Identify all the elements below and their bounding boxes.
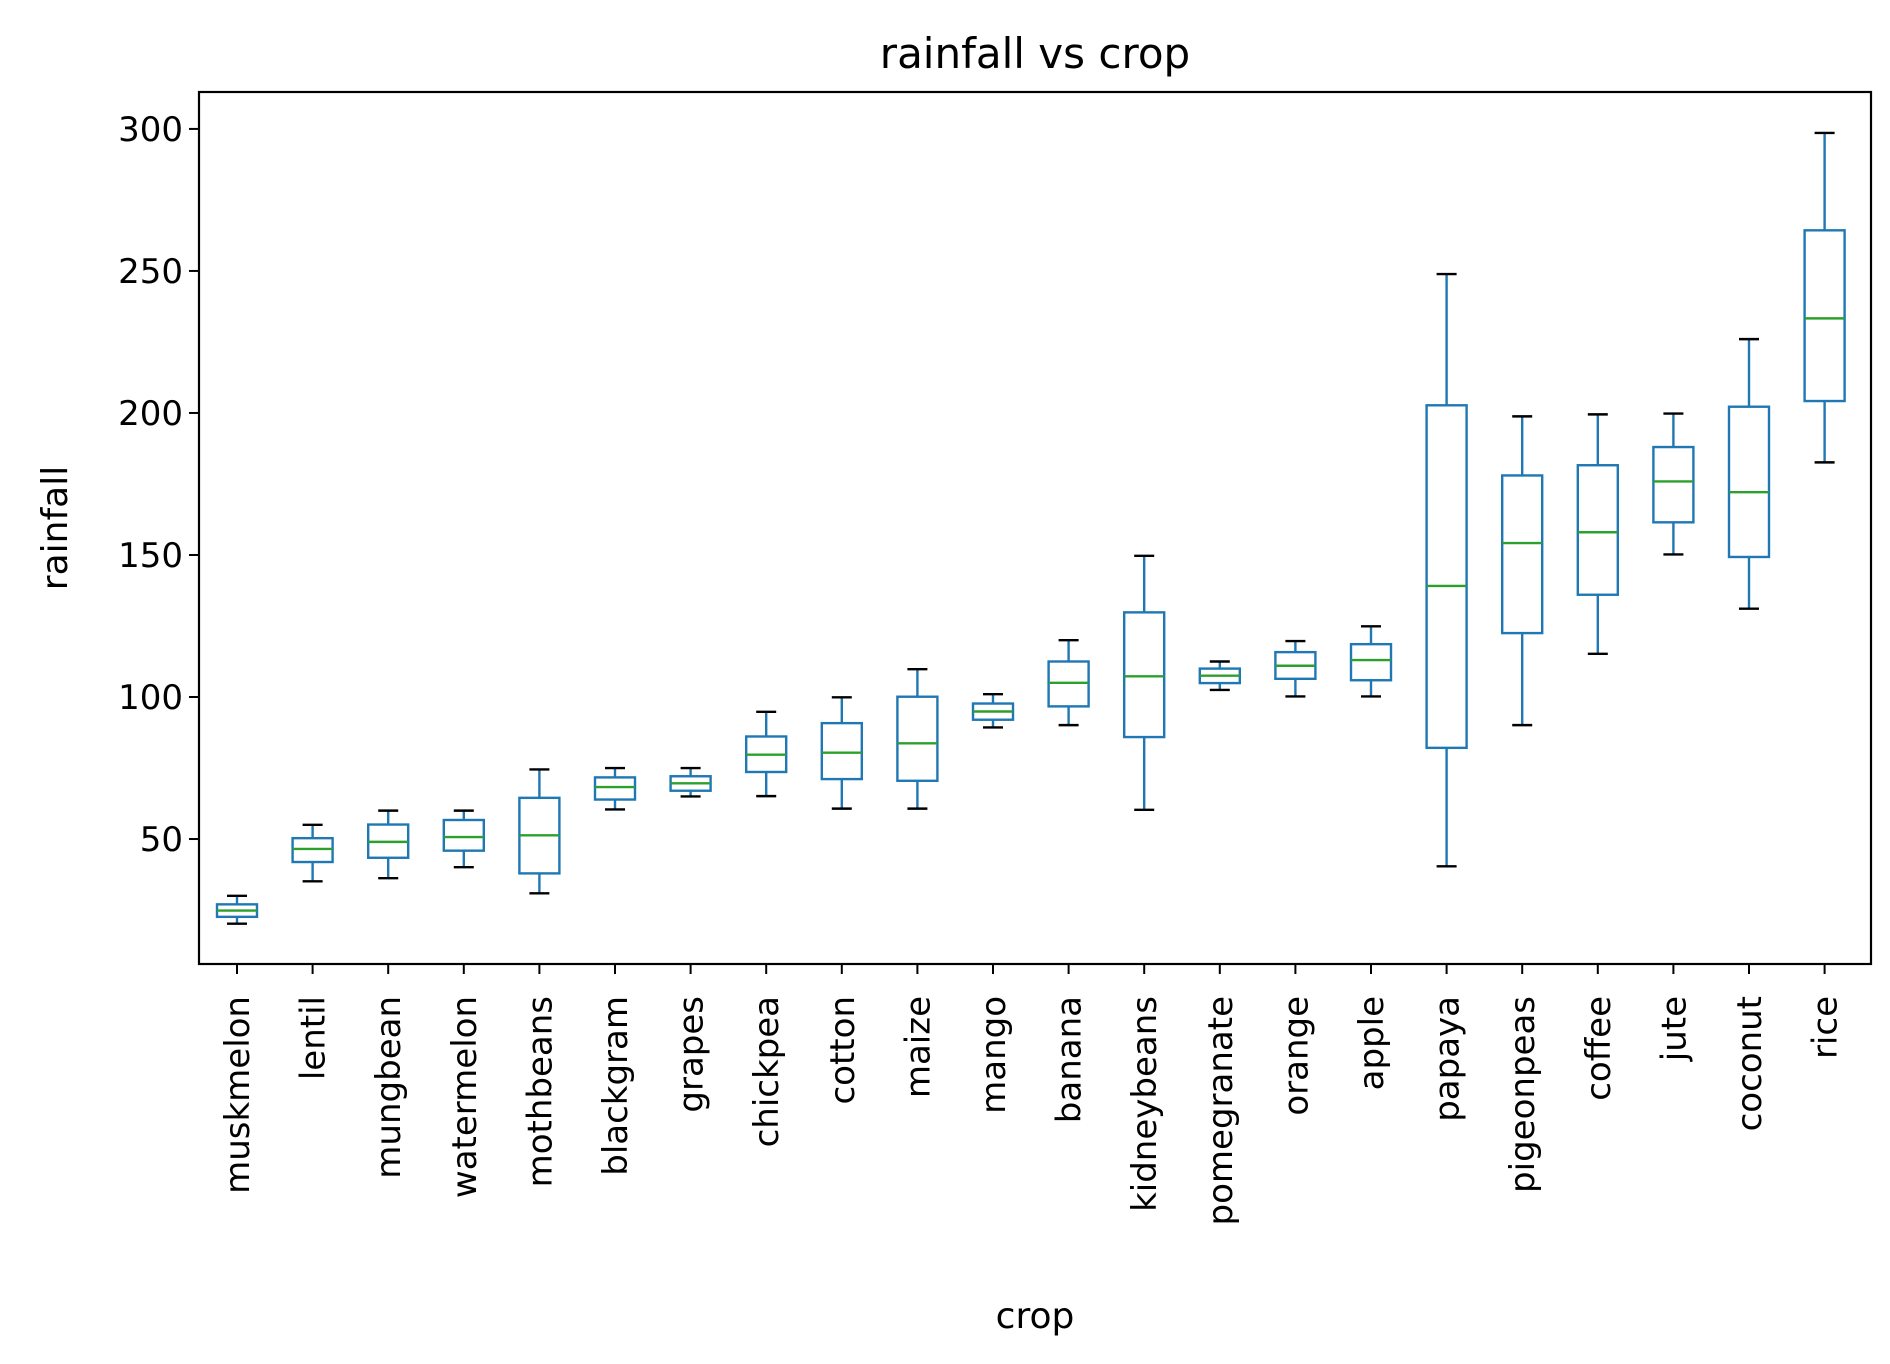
x-tick-label: mungbean <box>369 996 409 1179</box>
x-tick-label: papaya <box>1428 996 1468 1122</box>
box-maize <box>896 667 939 810</box>
x-axis: muskmelon lentil mungbean watermelon mothbea… <box>218 964 1846 1225</box>
box-chickpea <box>745 710 788 798</box>
y-tick-label: 150 <box>118 536 183 576</box>
x-tick-label: maize <box>898 996 938 1098</box>
x-tick-label: rice <box>1806 996 1846 1059</box>
box-lentil <box>291 823 334 883</box>
x-tick-label: pigeonpeas <box>1503 996 1543 1193</box>
x-tick-label: lentil <box>294 996 334 1080</box>
plot-layer <box>215 131 1846 925</box>
iqr-box <box>896 695 939 782</box>
box-muskmelon <box>215 894 259 925</box>
iqr-box <box>1122 611 1166 739</box>
iqr-box <box>1727 405 1771 559</box>
y-axis: 50 100 150 200 250 300 <box>118 110 199 860</box>
x-tick-label: grapes <box>672 996 712 1113</box>
x-tick-label: pomegranate <box>1201 996 1241 1225</box>
x-tick-label: jute <box>1654 996 1694 1062</box>
box-banana <box>1047 638 1090 727</box>
x-tick-label: kidneybeans <box>1125 996 1165 1212</box>
box-kidneybeans <box>1122 554 1166 811</box>
iqr-box <box>1576 464 1620 596</box>
box-mungbean <box>367 809 410 880</box>
plot-frame <box>197 90 1873 966</box>
y-tick-label: 50 <box>140 820 183 860</box>
x-axis-label: crop <box>996 1296 1075 1337</box>
iqr-box <box>593 776 637 801</box>
iqr-box <box>442 818 485 852</box>
box-orange <box>1274 639 1317 698</box>
box-cotton <box>820 696 863 810</box>
box-pigeonpeas <box>1500 415 1544 727</box>
box-jute <box>1652 412 1695 556</box>
x-tick-label: chickpea <box>747 996 787 1147</box>
box-grapes <box>669 766 712 798</box>
y-tick-label: 200 <box>118 394 183 434</box>
box-pomegranate <box>1198 660 1242 692</box>
iqr-box <box>1425 404 1468 750</box>
x-tick-label: orange <box>1276 996 1316 1116</box>
iqr-box <box>1500 474 1544 635</box>
box-mango <box>971 692 1015 729</box>
box-blackgram <box>593 766 637 811</box>
iqr-box <box>1349 642 1393 682</box>
box-apple <box>1349 625 1393 698</box>
box-rice <box>1803 131 1846 464</box>
x-tick-label: cotton <box>823 996 863 1105</box>
x-tick-label: apple <box>1352 996 1392 1090</box>
box-papaya <box>1425 272 1468 868</box>
y-axis-label: rainfall <box>35 466 76 590</box>
x-tick-label: mothbeans <box>520 996 560 1187</box>
y-tick-label: 250 <box>118 252 183 292</box>
x-tick-label: banana <box>1050 996 1090 1123</box>
x-tick-label: coffee <box>1579 996 1619 1101</box>
iqr-box <box>820 721 863 781</box>
box-coffee <box>1576 413 1620 656</box>
box-mothbeans <box>518 768 561 895</box>
y-tick-label: 300 <box>118 110 183 150</box>
x-tick-label: mango <box>974 996 1014 1114</box>
x-tick-label: watermelon <box>445 996 485 1198</box>
x-tick-label: muskmelon <box>218 996 258 1194</box>
box-coconut <box>1727 337 1771 610</box>
iqr-box <box>1803 229 1846 403</box>
iqr-box <box>1652 445 1695 524</box>
box-watermelon <box>442 809 485 869</box>
x-tick-label: coconut <box>1730 996 1770 1131</box>
chart-title: rainfall vs crop <box>880 29 1190 78</box>
x-tick-label: blackgram <box>596 996 636 1176</box>
y-tick-label: 100 <box>118 678 183 718</box>
